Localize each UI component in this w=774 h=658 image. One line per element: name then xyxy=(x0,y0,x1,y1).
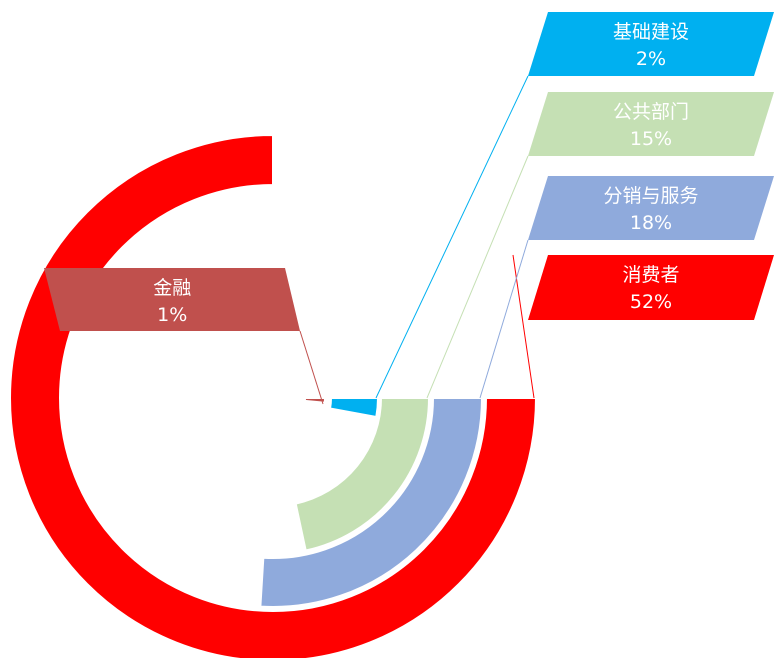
ring-bar-3 xyxy=(294,397,431,552)
category-label-2: 分销与服务 xyxy=(603,185,698,207)
category-label-4: 基础建设 xyxy=(613,21,689,43)
leader-line-4 xyxy=(375,75,529,399)
category-label-3: 公共部门 xyxy=(613,101,689,123)
ring-bar-4 xyxy=(328,397,380,419)
callout-box-4 xyxy=(528,12,774,76)
leader-line-1 xyxy=(512,254,535,399)
leader-line-3 xyxy=(426,155,529,399)
ring-bar-1 xyxy=(9,133,538,658)
callout-box-3 xyxy=(528,92,774,156)
value-label-2: 18% xyxy=(630,212,672,234)
leader-line-5 xyxy=(299,330,324,405)
category-label-1: 消费者 xyxy=(622,264,679,286)
ring-bars xyxy=(9,133,538,658)
leader-line-2 xyxy=(479,239,529,399)
value-label-1: 52% xyxy=(630,291,672,313)
category-label-5: 金融 xyxy=(153,277,191,299)
callout-labels: 消费者 52% 分销与服务 18% 公共部门 15% 基础建设 2% 金融 1% xyxy=(44,12,774,331)
value-label-4: 2% xyxy=(636,48,666,70)
leader-lines xyxy=(299,75,535,405)
callout-box-1 xyxy=(528,255,774,320)
value-label-3: 15% xyxy=(630,128,672,150)
ring-bar-2 xyxy=(259,397,484,608)
callout-box-2 xyxy=(528,176,774,240)
ring-bar-5 xyxy=(303,397,327,404)
value-label-5: 1% xyxy=(157,304,187,326)
callout-box-5 xyxy=(44,268,300,331)
